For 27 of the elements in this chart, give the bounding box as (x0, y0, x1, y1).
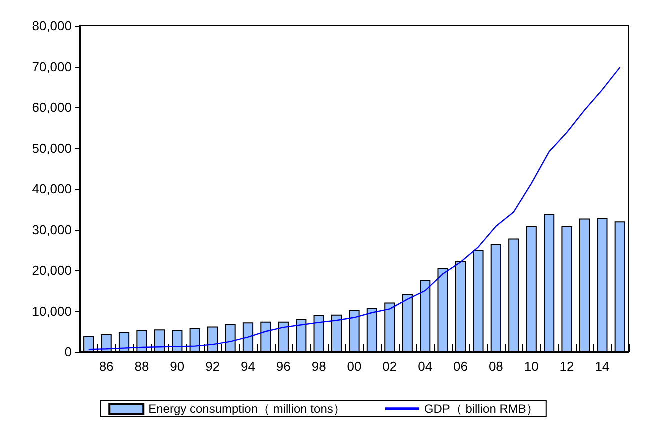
x-tick-label: 02 (382, 359, 398, 374)
y-tick-label: 0 (64, 344, 72, 360)
x-tick-label: 98 (312, 359, 326, 374)
x-tick-label: 94 (241, 359, 256, 374)
x-tick-label: 12 (560, 359, 574, 374)
x-tick-label: 90 (170, 359, 185, 374)
y-tick-label: 50,000 (32, 140, 72, 156)
x-tick-label: 10 (524, 359, 539, 374)
x-tick-label: 04 (418, 359, 433, 374)
y-tick-label: 30,000 (32, 222, 72, 238)
line-series (88, 66, 621, 350)
x-tick-label: 06 (454, 359, 468, 374)
y-tick-label: 70,000 (32, 59, 72, 74)
y-tick-label: 10,000 (32, 304, 72, 319)
y-tick-label: 60,000 (32, 100, 72, 115)
legend-label: GDP（ billion RMB） (424, 402, 538, 416)
x-tick-label: 08 (488, 359, 504, 374)
x-tick-label: 88 (134, 359, 150, 374)
y-tick-label: 20,000 (32, 263, 72, 278)
y-tick-label: 40,000 (32, 182, 72, 196)
x-tick-label: 14 (595, 359, 610, 374)
x-tick-label: 92 (206, 359, 220, 374)
x-tick-label: 86 (99, 359, 114, 374)
x-tick-label: 96 (276, 359, 291, 374)
y-tick-label: 80,000 (32, 18, 72, 34)
legend-label: Energy consumption（ million tons） (148, 402, 346, 416)
x-tick-label: 00 (347, 359, 362, 374)
